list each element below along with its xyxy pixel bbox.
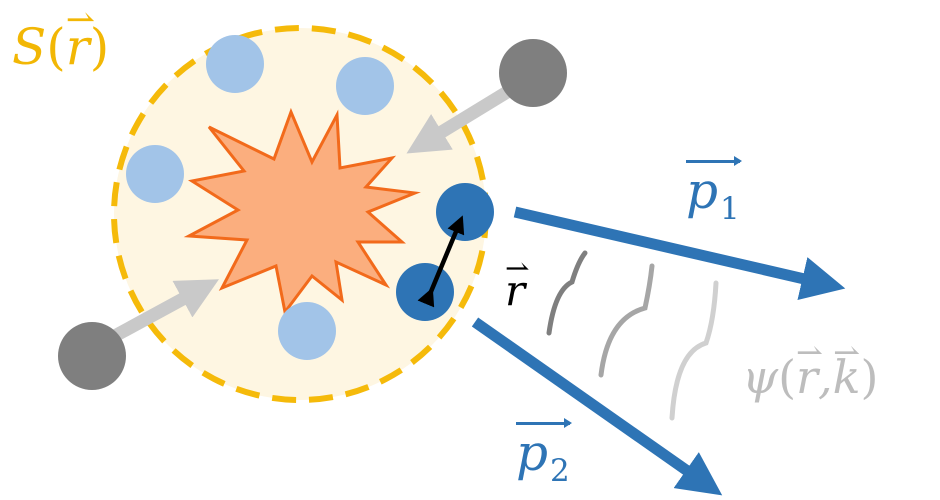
wavefront-3 xyxy=(669,280,719,421)
light-particle xyxy=(126,145,184,203)
wavefront-2 xyxy=(598,263,655,378)
collision-explosion-icon xyxy=(183,107,421,316)
incoming-arrow-top xyxy=(406,80,521,154)
incoming-particle-top xyxy=(499,39,567,107)
light-particle xyxy=(336,57,394,115)
separation-arrow xyxy=(417,215,465,308)
momentum-p2-label: p2 xyxy=(516,418,572,489)
source-function-label: S(r) xyxy=(12,3,109,72)
incoming-particle-bottom xyxy=(58,322,126,390)
light-particle xyxy=(278,302,336,360)
emitted-particle-2 xyxy=(396,263,454,321)
wavefunction-label: ψ(r,k) xyxy=(742,336,878,400)
momentum-arrow-p2 xyxy=(471,317,723,496)
momentum-p1-label: p1 xyxy=(686,156,742,227)
emitted-particle-1 xyxy=(436,183,494,241)
wavefront-1 xyxy=(546,250,588,336)
relative-distance-label: r xyxy=(505,254,525,312)
light-particle xyxy=(206,35,264,93)
momentum-arrow-p1 xyxy=(513,206,846,300)
